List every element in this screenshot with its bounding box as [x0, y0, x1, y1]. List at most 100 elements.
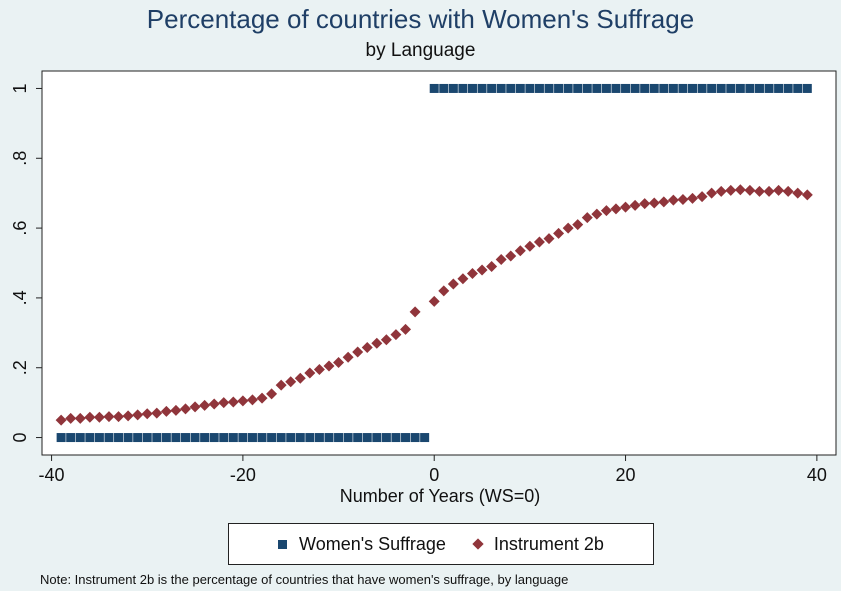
point-women-s-suffrage: [735, 83, 745, 93]
point-instrument-2b: [170, 404, 182, 416]
point-women-s-suffrage: [630, 83, 640, 93]
point-instrument-2b: [715, 185, 727, 197]
point-instrument-2b: [113, 411, 125, 423]
point-women-s-suffrage: [429, 83, 439, 93]
point-women-s-suffrage: [420, 433, 430, 443]
point-women-s-suffrage: [381, 433, 391, 443]
point-women-s-suffrage: [75, 433, 85, 443]
x-tick-label: -40: [39, 465, 65, 485]
point-instrument-2b: [667, 194, 679, 206]
point-instrument-2b: [581, 212, 593, 224]
point-instrument-2b: [466, 267, 478, 279]
point-women-s-suffrage: [448, 83, 458, 93]
point-instrument-2b: [246, 394, 258, 406]
point-instrument-2b: [122, 410, 134, 422]
point-women-s-suffrage: [707, 83, 717, 93]
point-women-s-suffrage: [611, 83, 621, 93]
point-women-s-suffrage: [142, 433, 152, 443]
point-women-s-suffrage: [515, 83, 525, 93]
point-women-s-suffrage: [362, 433, 372, 443]
point-women-s-suffrage: [410, 433, 420, 443]
point-women-s-suffrage: [621, 83, 631, 93]
point-instrument-2b: [725, 184, 737, 196]
point-instrument-2b: [639, 198, 651, 210]
point-women-s-suffrage: [123, 433, 133, 443]
point-women-s-suffrage: [688, 83, 698, 93]
chart-note: Note: Instrument 2b is the percentage of…: [40, 572, 569, 587]
point-women-s-suffrage: [764, 83, 774, 93]
point-women-s-suffrage: [439, 83, 449, 93]
point-women-s-suffrage: [305, 433, 315, 443]
point-instrument-2b: [93, 411, 105, 423]
point-instrument-2b: [533, 236, 545, 248]
x-tick-label: 0: [429, 465, 439, 485]
point-instrument-2b: [189, 401, 201, 413]
point-instrument-2b: [141, 408, 153, 420]
point-instrument-2b: [524, 240, 536, 252]
y-tick-label: .4: [10, 290, 30, 305]
point-women-s-suffrage: [601, 83, 611, 93]
point-instrument-2b: [390, 329, 402, 341]
point-instrument-2b: [132, 409, 144, 421]
y-tick-label: .6: [10, 221, 30, 236]
point-women-s-suffrage: [286, 433, 296, 443]
point-women-s-suffrage: [85, 433, 95, 443]
point-women-s-suffrage: [659, 83, 669, 93]
point-women-s-suffrage: [563, 83, 573, 93]
point-instrument-2b: [151, 407, 163, 419]
point-instrument-2b: [792, 187, 804, 199]
legend-entry-womens-suffrage: Women's Suffrage: [278, 534, 446, 555]
point-instrument-2b: [285, 376, 297, 388]
point-instrument-2b: [553, 227, 565, 239]
point-women-s-suffrage: [802, 83, 812, 93]
legend: Women's Suffrage Instrument 2b: [228, 523, 654, 565]
point-women-s-suffrage: [161, 433, 171, 443]
point-instrument-2b: [199, 399, 211, 411]
point-instrument-2b: [294, 372, 306, 384]
point-women-s-suffrage: [353, 433, 363, 443]
point-women-s-suffrage: [247, 433, 257, 443]
point-women-s-suffrage: [783, 83, 793, 93]
legend-diamond-marker-icon: [472, 538, 484, 550]
point-instrument-2b: [543, 233, 555, 245]
point-instrument-2b: [266, 388, 278, 400]
point-women-s-suffrage: [401, 433, 411, 443]
point-instrument-2b: [275, 379, 287, 391]
point-instrument-2b: [55, 414, 67, 426]
point-instrument-2b: [323, 360, 335, 372]
point-women-s-suffrage: [238, 433, 248, 443]
point-instrument-2b: [361, 341, 373, 353]
point-women-s-suffrage: [554, 83, 564, 93]
point-instrument-2b: [447, 278, 459, 290]
point-women-s-suffrage: [133, 433, 143, 443]
point-women-s-suffrage: [324, 433, 334, 443]
y-tick-label: .2: [10, 360, 30, 375]
legend-square-marker-icon: [278, 539, 288, 549]
point-women-s-suffrage: [754, 83, 764, 93]
x-tick-label: 40: [807, 465, 827, 485]
point-women-s-suffrage: [94, 433, 104, 443]
point-women-s-suffrage: [219, 433, 229, 443]
point-instrument-2b: [562, 222, 574, 234]
point-instrument-2b: [208, 398, 220, 410]
point-women-s-suffrage: [716, 83, 726, 93]
point-instrument-2b: [648, 197, 660, 209]
point-women-s-suffrage: [573, 83, 583, 93]
x-tick-label: 20: [616, 465, 636, 485]
point-women-s-suffrage: [726, 83, 736, 93]
point-women-s-suffrage: [295, 433, 305, 443]
x-tick-label: -20: [230, 465, 256, 485]
point-instrument-2b: [734, 184, 746, 196]
point-instrument-2b: [313, 363, 325, 375]
point-instrument-2b: [706, 187, 718, 199]
point-instrument-2b: [505, 250, 517, 262]
point-women-s-suffrage: [276, 433, 286, 443]
point-instrument-2b: [304, 367, 316, 379]
point-instrument-2b: [744, 184, 756, 196]
point-women-s-suffrage: [104, 433, 114, 443]
point-instrument-2b: [591, 208, 603, 220]
y-tick-label: 0: [10, 433, 30, 443]
point-instrument-2b: [773, 184, 785, 196]
point-instrument-2b: [696, 191, 708, 203]
